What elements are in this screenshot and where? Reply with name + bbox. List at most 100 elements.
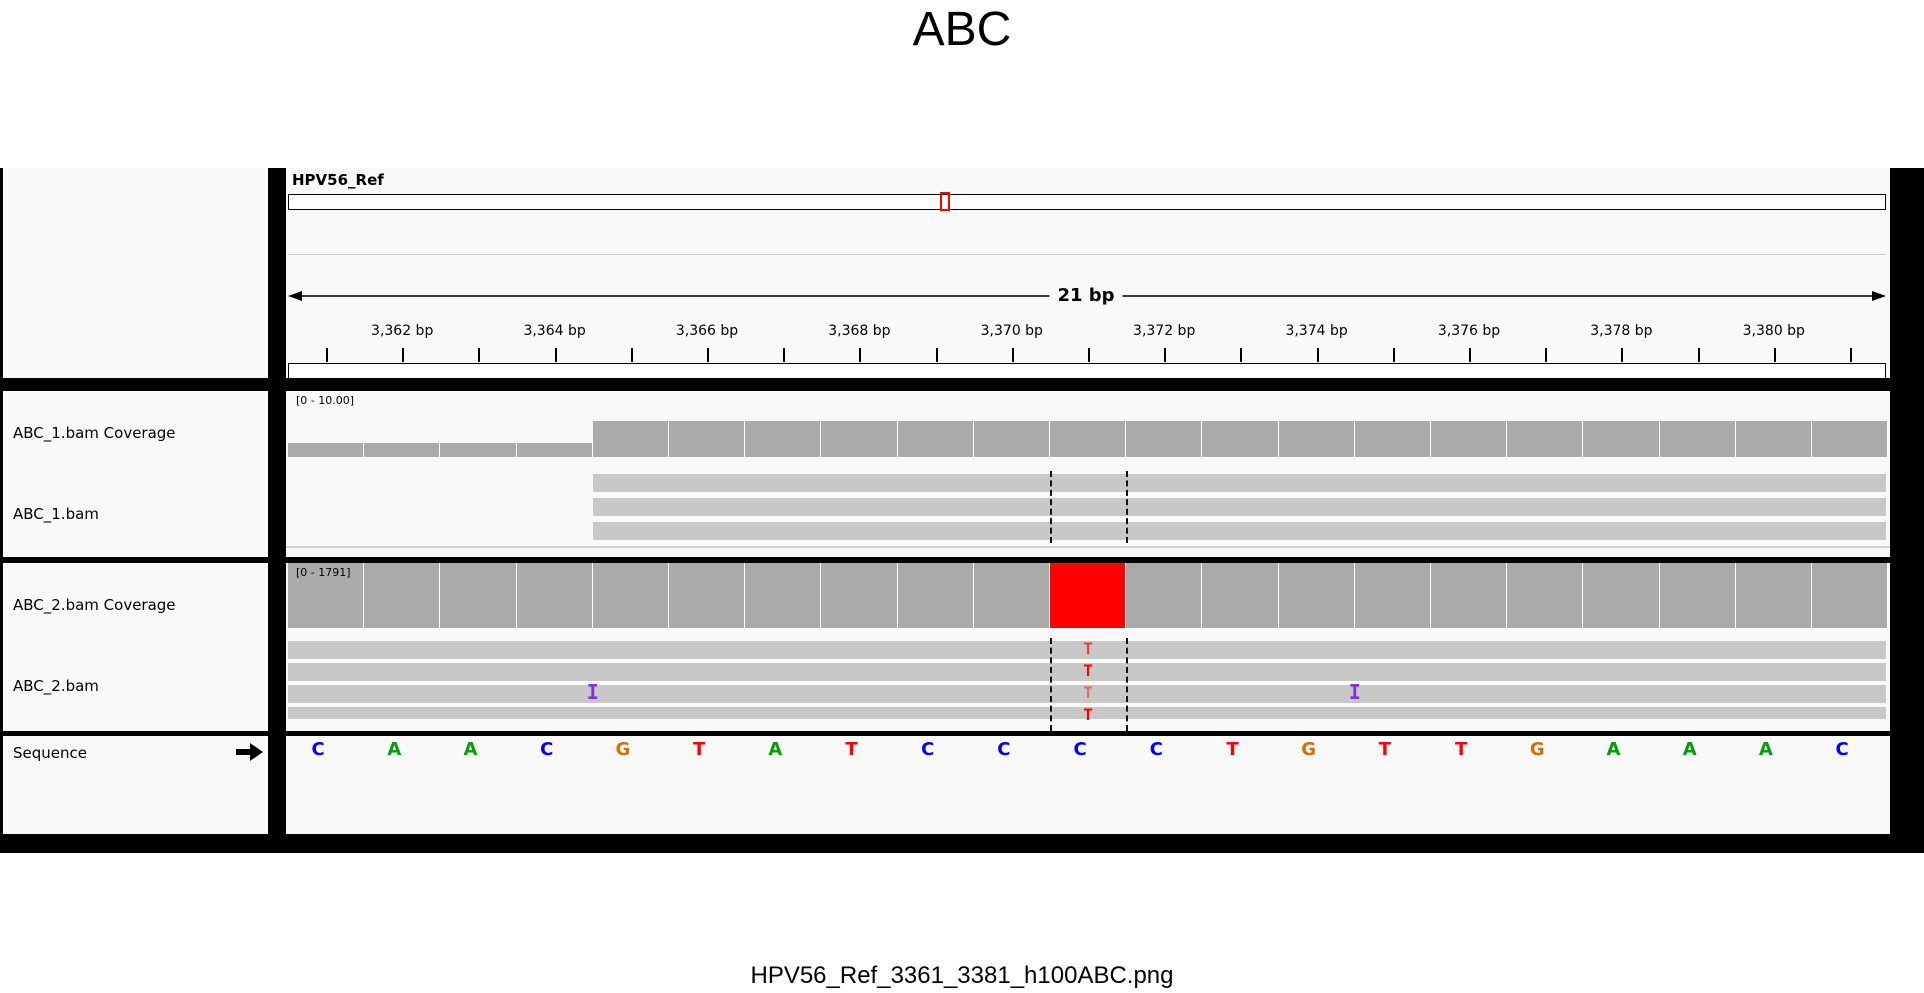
ruler-tick: [859, 348, 862, 362]
ruler-tick-label: 3,374 bp: [1285, 323, 1348, 339]
ruler-tick: [554, 348, 557, 362]
ruler-tick-label: 3,378 bp: [1590, 323, 1653, 339]
ruler-tick: [1545, 348, 1548, 362]
sequence-base: T: [692, 739, 706, 760]
ruler-tick-label: 3,364 bp: [523, 323, 586, 339]
insertion-marker: I: [586, 680, 599, 704]
name-panel-header: [3, 168, 268, 378]
ruler-separator: [288, 254, 1886, 255]
igv-view: HPV56_Ref 21 bp 3,362 bp 3,364 bp 3,366 bp…: [0, 168, 1924, 853]
coverage-bar: [440, 563, 517, 628]
mismatch-base: T: [1083, 705, 1093, 724]
ruler-tick: [935, 348, 938, 362]
arrow-right-icon: [1872, 291, 1886, 301]
chromosome-name: HPV56_Ref: [292, 171, 384, 189]
coverage-bar: [1659, 563, 1736, 628]
mismatch-base: T: [1083, 661, 1093, 680]
sequence-base: G: [1301, 739, 1317, 760]
coverage-bar: [897, 421, 974, 457]
sequence-base: T: [1226, 739, 1239, 760]
coverage-bar: [1050, 421, 1127, 457]
sequence-base: C: [540, 739, 554, 760]
coverage-bar: [1507, 563, 1584, 628]
ruler-tick: [1621, 348, 1624, 362]
aligned-read: [592, 474, 1886, 492]
file-name-caption: HPV56_Ref_3361_3381_h100ABC.png: [750, 962, 1174, 989]
track-label-sequence[interactable]: Sequence: [13, 744, 87, 762]
ruler-tick: [1773, 348, 1776, 362]
name-panel-abc2: ABC_2.bam Coverage ABC_2.bam: [3, 563, 268, 731]
coverage-bar: [364, 563, 441, 628]
coverage-bar: [440, 443, 517, 457]
coverage-bar: [1659, 421, 1736, 457]
coverage-bar: [897, 563, 974, 628]
track-divider: [286, 546, 1890, 548]
track-label-abc1-coverage[interactable]: ABC_1.bam Coverage: [13, 424, 176, 442]
ruler-tick-label: 3,372 bp: [1133, 323, 1196, 339]
sequence-base: T: [1454, 739, 1468, 760]
coverage-bar: [1278, 563, 1355, 628]
coverage-bar: [1126, 421, 1203, 457]
arrow-right-icon[interactable]: [236, 743, 264, 761]
ruler-tick-label: 3,380 bp: [1742, 323, 1805, 339]
aligned-read: [288, 641, 1886, 659]
coverage-bar: [1202, 421, 1279, 457]
current-locus-marker[interactable]: [940, 192, 950, 211]
center-line: [1050, 638, 1052, 731]
ruler-tick: [1088, 348, 1090, 362]
arrow-left-icon: [288, 291, 302, 301]
coverage-bar: [516, 443, 593, 457]
coverage-bar: [973, 563, 1050, 628]
ruler-tick: [1469, 348, 1471, 362]
ruler-tick: [783, 348, 786, 362]
aligned-read: [288, 685, 1886, 703]
ruler-tick: [1316, 348, 1319, 362]
sequence-base: G: [1529, 739, 1545, 760]
center-line: [1050, 471, 1052, 543]
track-label-abc1-bam[interactable]: ABC_1.bam: [13, 505, 99, 523]
coverage-bar: [516, 563, 593, 628]
sequence-base: G: [615, 739, 631, 760]
ruler-tick: [707, 348, 709, 362]
span-label: 21 bp: [1049, 285, 1123, 306]
aligned-read: [592, 522, 1886, 540]
coverage-bar: [1354, 421, 1431, 457]
sequence-base: C: [1073, 739, 1087, 760]
center-line: [1126, 471, 1129, 543]
data-panel-abc1: [0 - 10.00]: [286, 391, 1890, 557]
coverage-bar: [1050, 563, 1127, 628]
plot-title: ABC: [912, 3, 1012, 56]
track-label-abc2-bam[interactable]: ABC_2.bam: [13, 677, 99, 695]
coverage-bar: [973, 421, 1050, 457]
coverage-range: [0 - 1791]: [296, 566, 351, 579]
ruler-tick: [1697, 348, 1700, 362]
sequence-base: A: [1682, 739, 1697, 760]
coverage-bar: [288, 443, 365, 457]
ruler-panel: HPV56_Ref 21 bp 3,362 bp 3,364 bp 3,366 bp…: [286, 168, 1890, 378]
ruler-tick: [1850, 348, 1852, 362]
ruler-tick: [630, 348, 633, 362]
sequence-base: T: [845, 739, 858, 760]
name-panel-abc1: ABC_1.bam Coverage ABC_1.bam: [3, 391, 268, 557]
coverage-bar: [1431, 421, 1508, 457]
ruler-tick: [1240, 348, 1243, 362]
ruler-tick: [326, 348, 328, 362]
coverage-bar: [1202, 563, 1279, 628]
coverage-bar: [1431, 563, 1508, 628]
coverage-bar: [592, 421, 669, 457]
track-label-abc2-coverage[interactable]: ABC_2.bam Coverage: [13, 596, 176, 614]
aligned-read: [288, 707, 1886, 719]
coverage-bar: [288, 563, 365, 628]
mismatch-base: T: [1083, 683, 1093, 702]
aligned-read: [288, 663, 1886, 681]
ruler-tick-label: 3,376 bp: [1437, 323, 1501, 339]
sequence-base: A: [768, 739, 783, 760]
coverage-bar: [1735, 563, 1812, 628]
coverage-bar: [1583, 563, 1660, 628]
insertion-marker: I: [1348, 680, 1361, 704]
sequence-base: C: [311, 739, 325, 760]
chromosome-ideogram[interactable]: [288, 192, 1886, 211]
mismatch-base: T: [1083, 639, 1093, 658]
